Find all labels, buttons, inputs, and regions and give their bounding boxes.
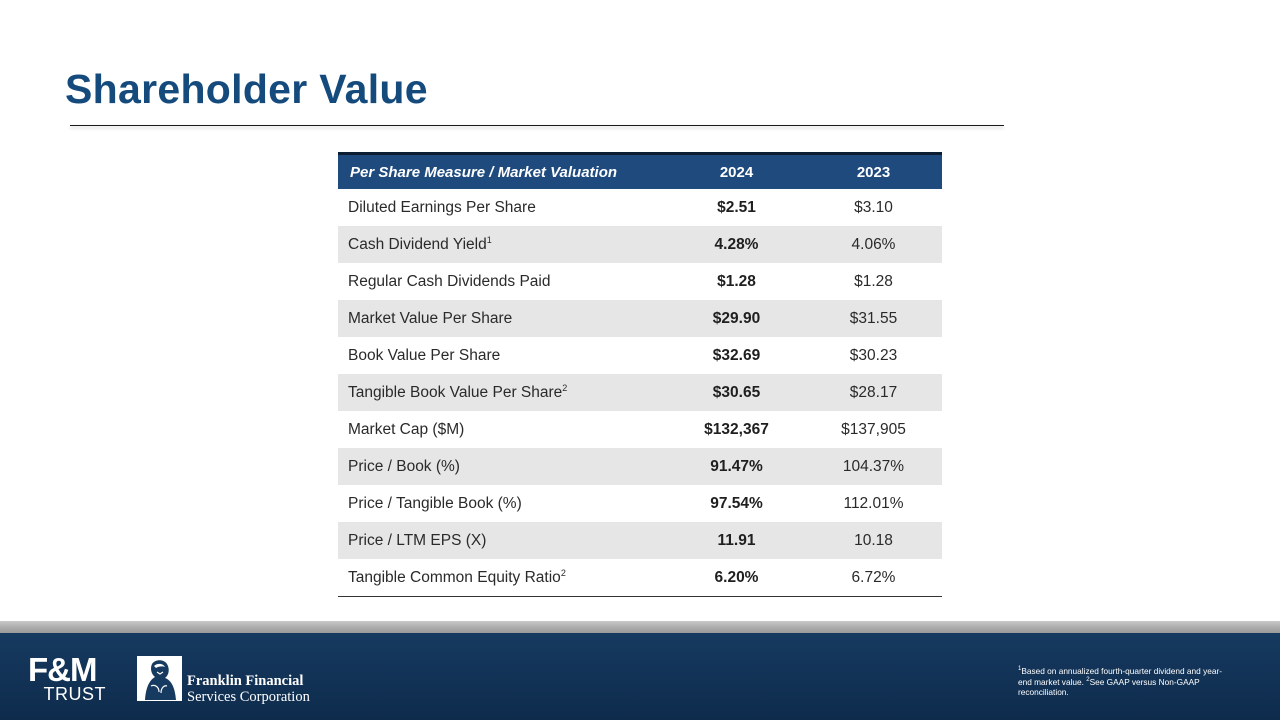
value-2023: $31.55 [805,300,942,337]
table-row: Tangible Common Equity Ratio2 6.20% 6.72… [338,559,942,597]
table-row: Market Cap ($M) $132,367 $137,905 [338,411,942,448]
value-2023: 10.18 [805,522,942,559]
value-2023: $137,905 [841,420,906,438]
value-2024: $2.51 [717,198,756,216]
row-label: Price / Book (%) [338,448,668,485]
value-2023: $30.23 [849,346,898,364]
footer: F&M TRUST Franklin Financial Services Co… [0,633,1280,720]
row-label: Price / Tangible Book (%) [348,494,522,512]
value-2024: 91.47% [668,448,805,485]
table-row: Market Value Per Share $29.90 $31.55 [338,300,942,337]
fm-logo-mark: F&M [28,651,97,688]
row-label: Diluted Earnings Per Share [348,198,536,216]
footnote-marker: 2 [562,382,568,393]
page-title: Shareholder Value [65,66,428,112]
footnote-marker-2: 2 [1086,676,1090,683]
value-2023: 6.72% [805,559,942,597]
value-2024: $132,367 [704,420,769,438]
footnote-marker-1: 1 [1018,666,1022,673]
row-label: Tangible Book Value Per Share2 [338,374,668,411]
value-2024: 11.91 [668,522,805,559]
footer-accent-band [0,621,1280,633]
table-row: Price / LTM EPS (X) 11.91 10.18 [338,522,942,559]
ffsc-name-line1: Franklin Financial [187,673,304,689]
value-2023: $3.10 [854,198,893,216]
row-label: Market Cap ($M) [348,420,465,438]
value-2024: $32.69 [712,346,761,364]
value-2023: $28.17 [805,374,942,411]
footnote-marker: 1 [486,234,492,245]
fm-trust-logo: F&M TRUST [28,651,112,704]
header-2023: 2023 [805,152,942,189]
row-label: Price / LTM EPS (X) [338,522,668,559]
row-label: Book Value Per Share [348,346,501,364]
value-2023: $1.28 [854,272,893,290]
title-divider [70,125,1004,126]
value-2024: $29.90 [668,300,805,337]
row-label: Regular Cash Dividends Paid [348,272,551,290]
value-2024: 4.28% [668,226,805,263]
footnote-marker: 2 [560,567,566,578]
header-2024: 2024 [668,152,805,189]
table-row: Tangible Book Value Per Share2 $30.65 $2… [338,374,942,411]
franklin-portrait-icon [137,656,182,701]
value-2023: 112.01% [843,494,904,512]
table-row: Regular Cash Dividends Paid $1.28 $1.28 [338,263,942,300]
row-label: Tangible Common Equity Ratio2 [338,559,668,597]
header-measure: Per Share Measure / Market Valuation [338,152,668,189]
fm-logo-sub: TRUST [43,684,106,704]
table-row: Cash Dividend Yield1 4.28% 4.06% [338,226,942,263]
shareholder-value-table: Per Share Measure / Market Valuation 202… [338,152,942,597]
value-2024: 97.54% [710,494,763,512]
footnote-text-2: See GAAP versus Non-GAAP reconciliation. [1018,676,1200,698]
table-header-row: Per Share Measure / Market Valuation 202… [338,152,942,189]
ffsc-name-line2: Services Corporation [187,689,310,705]
table-row: Price / Book (%) 91.47% 104.37% [338,448,942,485]
row-label: Cash Dividend Yield1 [338,226,668,263]
value-2023: 4.06% [805,226,942,263]
ffsc-wordmark: Franklin Financial Services Corporation [187,673,310,705]
footnote: 1Based on annualized fourth-quarter divi… [1018,666,1228,698]
value-2024: $30.65 [668,374,805,411]
value-2024: $1.28 [717,272,756,290]
footnote-text-1: Based on annualized fourth-quarter divid… [1018,666,1222,687]
value-2024: 6.20% [668,559,805,597]
table-row: Diluted Earnings Per Share $2.51 $3.10 [338,189,942,226]
table-row: Price / Tangible Book (%) 97.54% 112.01% [338,485,942,522]
table-row: Book Value Per Share $32.69 $30.23 [338,337,942,374]
value-2023: 104.37% [805,448,942,485]
row-label: Market Value Per Share [338,300,668,337]
